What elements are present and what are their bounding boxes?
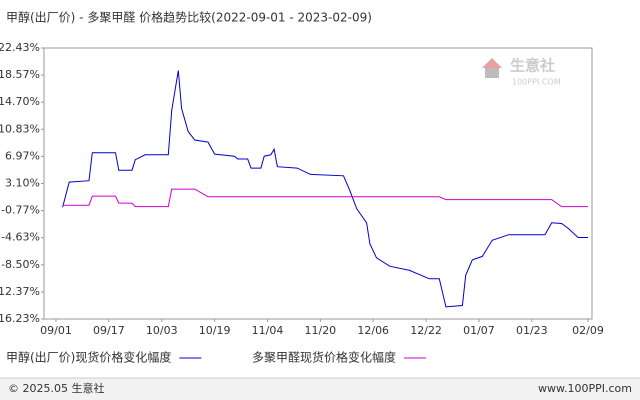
footer-bar: [0, 378, 640, 400]
y-tick-label: 22.43%: [0, 41, 40, 54]
x-tick-label: 10/03: [146, 324, 178, 337]
chart-title: 甲醇(出厂价) - 多聚甲醛 价格趋势比较(2022-09-01 - 2023-…: [6, 10, 372, 25]
y-tick-label: 18.57%: [0, 68, 40, 81]
y-tick-label: 10.83%: [0, 122, 40, 135]
x-tick-label: 11/04: [252, 324, 284, 337]
x-tick-label: 10/19: [199, 324, 231, 337]
series-line: [62, 188, 588, 208]
y-tick-label: -0.77%: [1, 204, 40, 217]
x-tick-label: 09/17: [93, 324, 125, 337]
watermark-site: 100PPI.COM: [512, 78, 561, 87]
y-tick-label: 6.97%: [5, 149, 40, 162]
x-tick-label: 01/07: [463, 324, 495, 337]
series-line: [62, 70, 588, 308]
logo-roof: [482, 58, 502, 68]
y-tick-label: 3.10%: [5, 177, 40, 190]
x-tick-label: 12/22: [410, 324, 442, 337]
x-tick-label: 12/06: [357, 324, 389, 337]
watermark: 生意社 100PPI.COM: [482, 57, 561, 87]
logo-house: [485, 68, 499, 78]
legend-label: 甲醇(出厂价)现货价格变化幅度: [6, 350, 171, 365]
x-tick-label: 01/23: [516, 324, 548, 337]
footer-left: © 2025.05 生意社: [8, 381, 104, 395]
y-tick-label: -16.23%: [0, 312, 40, 325]
x-tick-label: 02/09: [572, 324, 604, 337]
footer-right: www.100PPI.com: [538, 382, 632, 395]
watermark-name: 生意社: [510, 57, 555, 75]
x-tick-label: 11/20: [304, 324, 336, 337]
y-tick-label: -4.63%: [1, 231, 40, 244]
y-tick-label: -8.50%: [1, 258, 40, 271]
y-tick-label: 14.70%: [0, 95, 40, 108]
y-tick-label: -12.37%: [0, 285, 40, 298]
legend-label: 多聚甲醛现货价格变化幅度: [252, 350, 396, 365]
x-tick-label: 09/01: [40, 324, 72, 337]
